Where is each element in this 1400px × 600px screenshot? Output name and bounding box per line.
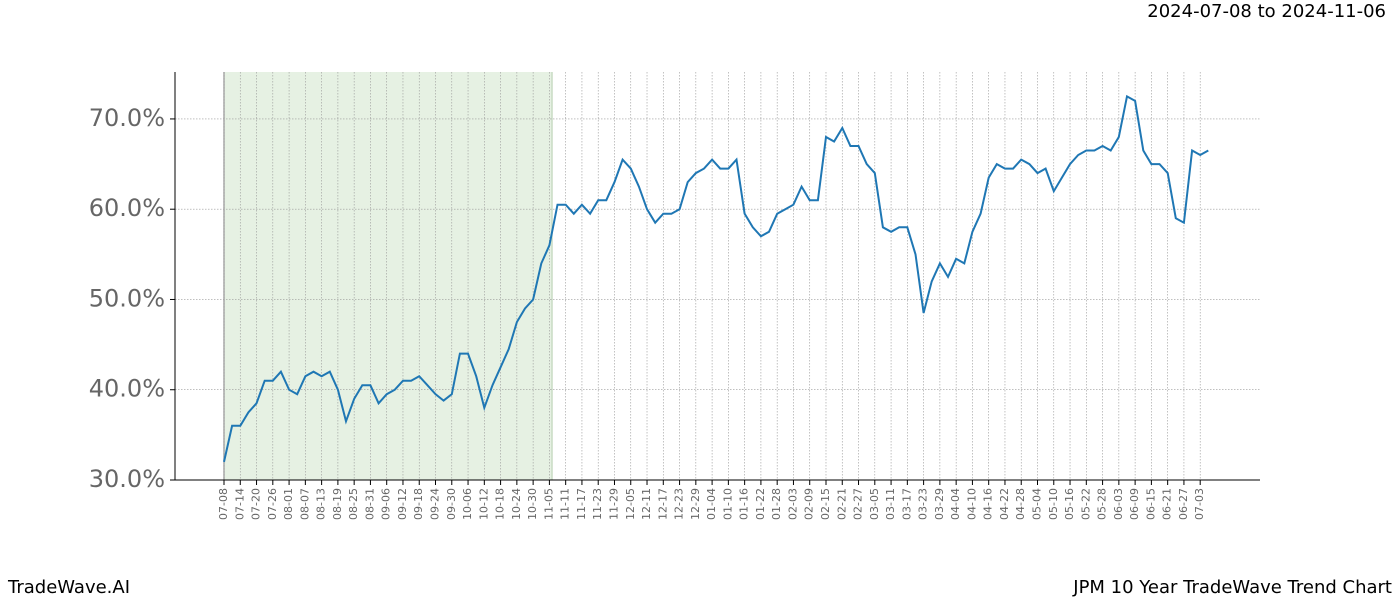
x-tick-label: 06-21 — [1161, 488, 1174, 520]
x-tick-label: 08-13 — [315, 488, 328, 520]
chart-title: JPM 10 Year TradeWave Trend Chart — [1072, 577, 1392, 598]
x-tick-label: 11-29 — [607, 488, 620, 520]
x-tick-label: 01-04 — [705, 488, 718, 520]
x-tick-label: 09-24 — [429, 488, 442, 520]
date-range: 2024-07-08 to 2024-11-06 — [1147, 1, 1386, 22]
x-tick-label: 02-15 — [819, 488, 832, 520]
x-tick-label: 07-26 — [266, 488, 279, 520]
x-tick-label: 11-23 — [591, 488, 604, 520]
y-tick-label: 70.0% — [89, 104, 165, 132]
x-tick-label: 11-11 — [559, 488, 572, 520]
x-tick-label: 08-25 — [347, 488, 360, 520]
x-tick-label: 04-28 — [1014, 488, 1027, 520]
x-tick-label: 10-18 — [494, 488, 507, 520]
x-tick-label: 03-29 — [933, 488, 946, 520]
y-tick-label: 50.0% — [89, 284, 165, 312]
x-tick-label: 05-22 — [1079, 488, 1092, 520]
x-tick-label: 05-16 — [1063, 488, 1076, 520]
x-tick-label: 08-31 — [363, 488, 376, 520]
x-tick-label: 01-10 — [721, 488, 734, 520]
x-tick-label: 01-28 — [770, 488, 783, 520]
x-tick-label: 05-04 — [1031, 488, 1044, 520]
x-tick-label: 09-30 — [445, 488, 458, 520]
x-tick-label: 12-29 — [689, 488, 702, 520]
x-tick-label: 11-05 — [542, 488, 555, 520]
x-tick-label: 03-11 — [884, 488, 897, 520]
x-tick-label: 09-12 — [396, 488, 409, 520]
y-tick-label: 60.0% — [89, 194, 165, 222]
x-tick-label: 12-17 — [656, 488, 669, 520]
x-tick-label: 04-10 — [965, 488, 978, 520]
x-tick-label: 02-09 — [803, 488, 816, 520]
x-tick-label: 10-06 — [461, 488, 474, 520]
x-tick-label: 08-07 — [298, 488, 311, 520]
x-tick-label: 03-23 — [917, 488, 930, 520]
x-tick-label: 06-27 — [1177, 488, 1190, 520]
x-tick-label: 10-30 — [526, 488, 539, 520]
x-tick-label: 03-05 — [868, 488, 881, 520]
x-tick-label: 10-24 — [510, 488, 523, 520]
x-tick-label: 07-20 — [250, 488, 263, 520]
trend-line — [223, 94, 1209, 463]
x-tick-label: 03-17 — [900, 488, 913, 520]
x-tick-label: 07-14 — [233, 488, 246, 520]
x-tick-label: 02-03 — [786, 488, 799, 520]
brand: TradeWave.AI — [7, 577, 130, 598]
x-tick-label: 10-12 — [477, 488, 490, 520]
y-tick-label: 30.0% — [89, 465, 165, 493]
x-tick-label: 07-03 — [1193, 488, 1206, 520]
x-tick-label: 04-04 — [949, 488, 962, 520]
y-tick-label: 40.0% — [89, 375, 165, 403]
x-tick-label: 04-16 — [982, 488, 995, 520]
x-tick-label: 08-01 — [282, 488, 295, 520]
x-tick-label: 12-23 — [673, 488, 686, 520]
x-tick-label: 06-09 — [1128, 488, 1141, 520]
x-tick-label: 01-22 — [754, 488, 767, 520]
x-tick-label: 09-18 — [412, 488, 425, 520]
x-tick-label: 02-27 — [852, 488, 865, 520]
x-tick-label: 12-05 — [624, 488, 637, 520]
x-tick-label: 04-22 — [998, 488, 1011, 520]
x-tick-label: 12-11 — [640, 488, 653, 520]
x-tick-label: 06-03 — [1112, 488, 1125, 520]
x-tick-label: 08-19 — [331, 488, 344, 520]
x-tick-label: 11-17 — [575, 488, 588, 520]
x-tick-label: 06-15 — [1144, 488, 1157, 520]
x-tick-label: 09-06 — [380, 488, 393, 520]
x-tick-label: 02-21 — [835, 488, 848, 520]
x-tick-label: 01-16 — [738, 488, 751, 520]
highlight-region — [224, 72, 552, 480]
x-tick-label: 05-10 — [1047, 488, 1060, 520]
x-tick-label: 07-08 — [217, 488, 230, 520]
x-tick-label: 05-28 — [1096, 488, 1109, 520]
